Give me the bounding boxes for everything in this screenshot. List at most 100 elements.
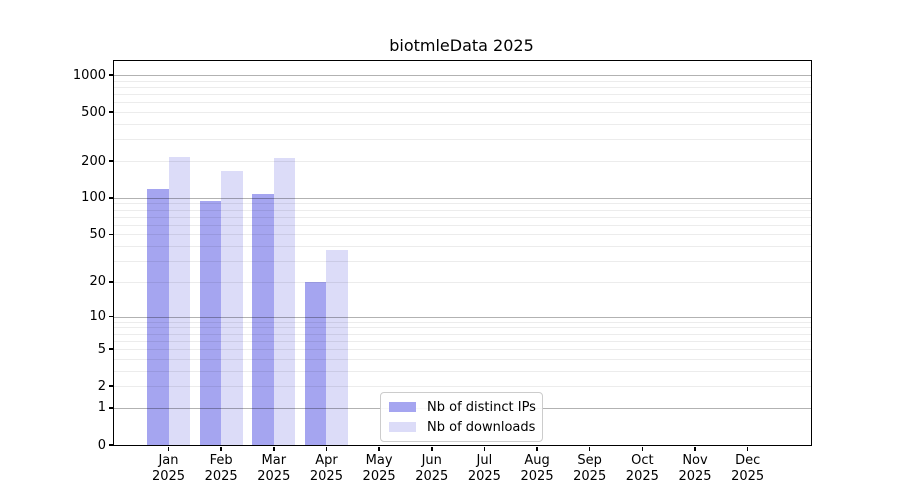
y-axis: 0 1 2 5 10 20 50 100 200 500 1000	[73, 61, 811, 452]
gridline-major	[114, 75, 811, 77]
legend-swatch-downloads	[389, 422, 416, 432]
gridline-minor	[114, 112, 811, 114]
legend-row-downloads: Nb of downloads	[389, 419, 535, 435]
legend-label-distinct-ips: Nb of distinct IPs	[427, 399, 536, 415]
gridline-minor	[114, 340, 811, 342]
y-tick-label: 2	[97, 378, 106, 394]
x-tick-mark	[167, 446, 170, 451]
y-tick-label: 10	[89, 309, 106, 325]
gridline-minor	[114, 94, 811, 96]
y-tick-mark	[108, 444, 113, 446]
legend-swatch-distinct-ips	[389, 402, 416, 412]
gridline-minor	[114, 386, 811, 388]
gridline-minor	[114, 216, 811, 218]
gridline-major	[114, 197, 811, 199]
y-tick-mark	[108, 281, 113, 283]
plot-area: 0 1 2 5 10 20 50 100 200 500 1000 Jan 2025 Feb 2025 Ma…	[73, 60, 812, 484]
bar-distinct-ips-apr	[304, 281, 327, 445]
gridline-minor	[114, 349, 811, 351]
gridline-minor	[114, 358, 811, 360]
x-tick-mark	[220, 446, 222, 451]
gridline-minor	[114, 80, 811, 82]
bar-downloads-jan	[168, 156, 190, 445]
x-tick-label: Aug 2025	[520, 453, 554, 484]
gridline-minor	[114, 124, 811, 126]
y-tick-label: 1000	[72, 67, 106, 83]
x-tick-label: Oct 2025	[625, 453, 659, 484]
x-tick-year: 2025	[362, 469, 396, 484]
x-axis: Jan 2025 Feb 2025 Mar 2025 Apr 2025 May 2025 Jun 20…	[114, 61, 811, 484]
bar-downloads-feb	[221, 170, 243, 445]
bars-layer	[114, 61, 811, 445]
gridline-minor	[114, 327, 811, 329]
y-tick-label: 200	[81, 153, 106, 169]
gridline-minor	[114, 139, 811, 141]
gridline-minor	[114, 246, 811, 248]
x-tick-mark	[325, 446, 328, 451]
y-tick-label: 5	[97, 341, 106, 357]
x-tick-year: 2025	[520, 469, 554, 484]
gridline-minor	[114, 209, 811, 211]
gridline-minor	[114, 224, 811, 226]
y-tick-mark	[108, 111, 113, 113]
x-tick-mark	[483, 446, 486, 451]
legend: Nb of distinct IPs Nb of downloads	[380, 392, 543, 442]
x-tick-label: May 2025	[362, 453, 396, 484]
y-tick-mark	[108, 407, 113, 409]
x-tick-label: Dec 2025	[731, 453, 765, 484]
x-tick-mark	[588, 446, 591, 451]
x-tick-year: 2025	[309, 469, 343, 484]
y-tick-mark	[108, 160, 113, 162]
bar-downloads-apr	[326, 250, 348, 445]
gridline-minor	[114, 203, 811, 205]
x-tick-year: 2025	[415, 469, 449, 484]
gridline-minor	[114, 234, 811, 236]
x-tick-mark	[746, 446, 749, 451]
x-tick-label: Apr 2025	[309, 453, 343, 484]
x-tick-label: Jul 2025	[467, 453, 501, 484]
gridline-minor	[114, 261, 811, 263]
x-tick-year: 2025	[625, 469, 659, 484]
gridline-minor	[114, 321, 811, 323]
x-tick-year: 2025	[151, 469, 186, 484]
chart-title: biotmleData 2025	[389, 36, 534, 55]
y-tick-mark	[108, 315, 113, 318]
x-tick-year: 2025	[573, 469, 607, 484]
legend-row-distinct-ips: Nb of distinct IPs	[389, 399, 536, 415]
bar-distinct-ips-jan	[147, 189, 169, 445]
y-tick-mark	[108, 74, 113, 76]
x-tick-label: Mar 2025	[257, 453, 291, 484]
x-tick-year: 2025	[731, 469, 765, 484]
x-tick-mark	[694, 446, 696, 451]
y-tick-mark	[108, 385, 113, 387]
x-tick-mark	[273, 446, 275, 451]
x-tick-year: 2025	[467, 469, 501, 484]
y-tick-label: 50	[89, 226, 106, 242]
bar-downloads-mar	[273, 158, 296, 445]
y-tick-label: 20	[89, 274, 106, 290]
x-tick-year: 2025	[204, 469, 238, 484]
gridline-minor	[114, 86, 811, 88]
bar-distinct-ips-feb	[199, 200, 222, 445]
x-tick-mark	[641, 446, 644, 451]
x-tick-label: Feb 2025	[204, 453, 238, 484]
x-tick-year: 2025	[678, 469, 712, 484]
x-tick-mark	[378, 446, 380, 451]
y-tick-label: 0	[97, 437, 106, 453]
x-tick-mark	[431, 446, 433, 451]
x-tick-label: Jan 2025	[151, 453, 186, 484]
x-tick-year: 2025	[257, 469, 291, 484]
y-tick-mark	[108, 197, 113, 199]
gridline-minor	[114, 370, 811, 372]
y-tick-label: 1	[97, 400, 106, 416]
gridline-minor	[114, 161, 811, 163]
x-tick-label: Jun 2025	[415, 453, 449, 484]
y-tick-label: 500	[81, 104, 106, 120]
y-tick-mark	[108, 348, 113, 350]
x-tick-mark	[536, 446, 538, 451]
y-tick-label: 100	[81, 190, 106, 206]
x-tick-label: Sep 2025	[573, 453, 607, 484]
gridline-major	[114, 316, 811, 318]
gridline-minor	[114, 333, 811, 335]
